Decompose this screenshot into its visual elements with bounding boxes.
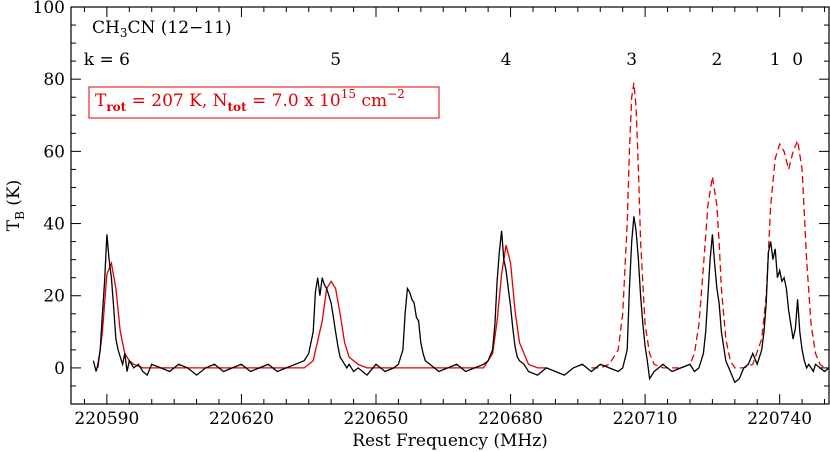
x-axis-title: Rest Frequency (MHz)	[352, 431, 548, 451]
ntot-sub: tot	[228, 100, 248, 114]
fit-annotation: Trot = 207 K, Ntot = 7.0 x 1015 cm−2	[88, 86, 440, 119]
y-tick-label: 100	[33, 0, 65, 18]
ylabel-sub: B	[13, 211, 27, 220]
x-tick-label: 220710	[613, 409, 678, 429]
ntot-exp: 15	[341, 87, 356, 101]
ticks-layer: 220590 220620 220650 220680 220710 2207400204…	[33, 0, 829, 429]
title-base: CH	[92, 18, 120, 38]
ylabel-rest: (K)	[4, 180, 24, 211]
k-component-label: 3	[626, 50, 637, 70]
y-tick-label: 80	[43, 70, 65, 90]
k-component-label: 5	[330, 50, 341, 70]
unit: cm	[356, 91, 387, 111]
ntot-value: = 7.0 x 10	[247, 91, 341, 111]
k-component-label: 0	[792, 50, 803, 70]
chart-title: CH3CN (12−11)	[92, 18, 232, 40]
x-tick-label: 220740	[747, 409, 812, 429]
unit-exp: −2	[387, 87, 405, 101]
k-component-label: 1	[770, 50, 781, 70]
y-tick-label: 60	[43, 142, 65, 162]
series-layer	[92, 82, 830, 384]
x-tick-label: 220590	[74, 409, 139, 429]
x-tick-label: 220620	[209, 409, 274, 429]
k-component-label: k = 6	[84, 50, 130, 70]
k-component-label: 4	[501, 50, 512, 70]
trot-sub: rot	[106, 100, 126, 114]
y-tick-label: 0	[54, 359, 65, 379]
ntot-base: N	[213, 91, 228, 111]
y-axis-title: TB (K)	[4, 180, 27, 232]
x-tick-label: 220680	[478, 409, 543, 429]
trot-value: = 207 K,	[126, 91, 212, 111]
observed-spectrum-line	[92, 216, 830, 384]
y-tick-label: 40	[43, 215, 65, 235]
k-component-label: 2	[711, 50, 722, 70]
fitted-model-line	[97, 245, 547, 369]
annotation-text: Trot = 207 K, Ntot = 7.0 x 1015 cm−2	[95, 87, 405, 114]
y-tick-label: 20	[43, 287, 65, 307]
x-tick-label: 220650	[344, 409, 409, 429]
title-sub: 3	[120, 26, 128, 40]
annotation-box	[88, 86, 440, 119]
predicted-model-line	[591, 82, 825, 369]
title-rest: CN (12−11)	[127, 18, 231, 38]
ylabel-base: T	[4, 219, 24, 231]
trot-base: T	[95, 91, 107, 111]
